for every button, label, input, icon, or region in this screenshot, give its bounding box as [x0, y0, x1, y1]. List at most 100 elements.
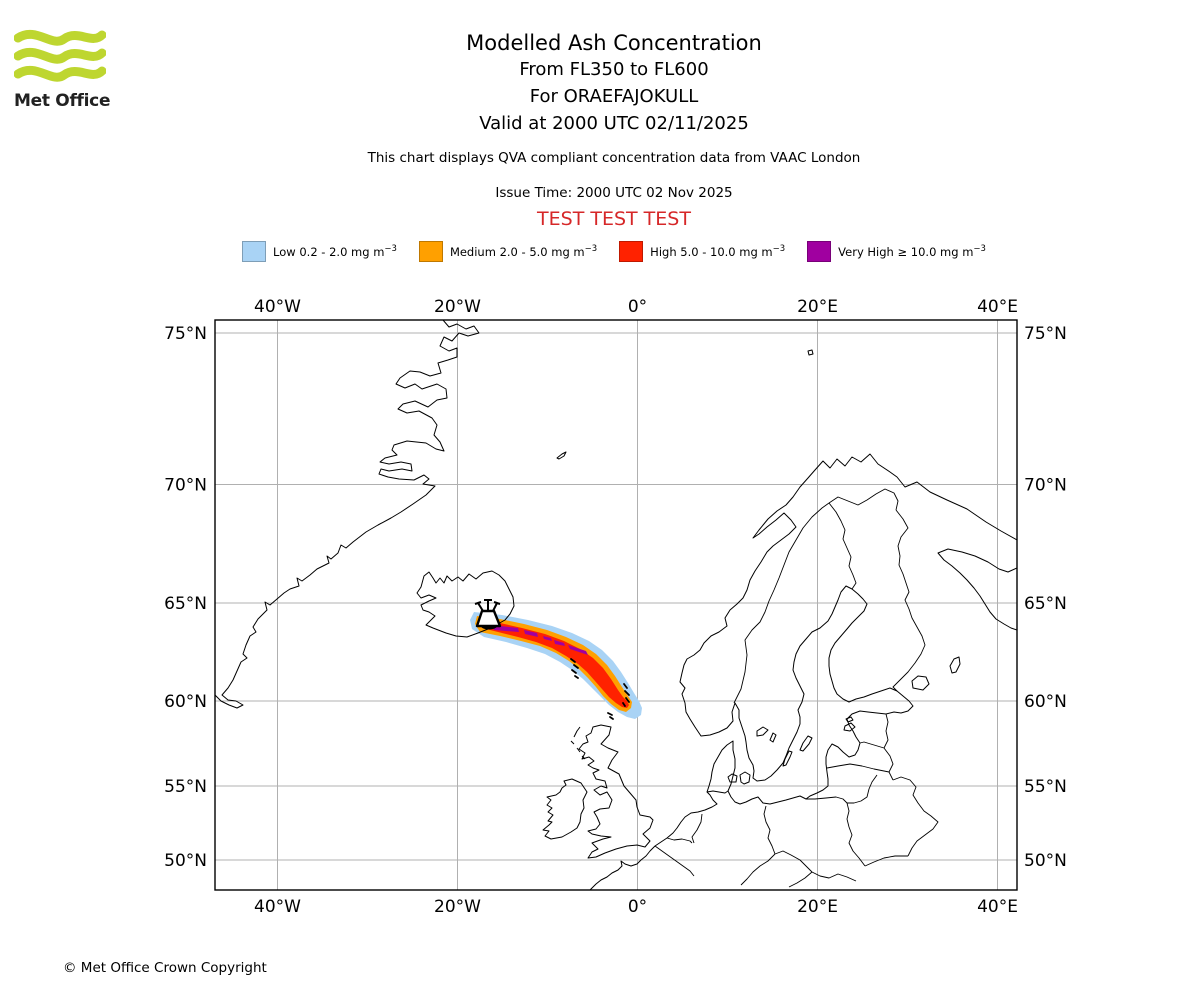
graticule-grid: [215, 320, 1017, 890]
coastline-white-sea: [937, 548, 1017, 631]
oland-island: [782, 750, 793, 767]
legend-label-high: High 5.0 - 10.0 mg m−3: [650, 244, 786, 259]
legend-label-low: Low 0.2 - 2.0 mg m−3: [273, 244, 397, 259]
ash-plume: [470, 612, 642, 719]
plume-overlaid-islands: [570, 658, 630, 720]
title-block: Modelled Ash Concentration From FL350 to…: [214, 30, 1014, 230]
saaremaa-island: [843, 716, 856, 732]
subtitle-volcano: For ORAEFAJOKULL: [529, 86, 699, 107]
lake-onega: [949, 656, 961, 674]
lon-label-bottom-40e: 40°E: [977, 897, 1018, 917]
border-norway-finland: [828, 488, 899, 511]
border-germany-netherlands: [691, 813, 703, 844]
jan-mayen-island: [556, 451, 567, 460]
lake-vattern: [769, 732, 777, 743]
lat-label-left-65n: 65°N: [164, 594, 207, 614]
border-poland-belarus: [846, 802, 866, 867]
gotland-island: [799, 735, 813, 752]
lon-label-bottom-0: 0°: [628, 897, 647, 917]
legend-label-medium: Medium 2.0 - 5.0 mg m−3: [449, 244, 598, 259]
legend-item-low: Low 0.2 - 2.0 mg m−3: [242, 241, 397, 262]
legend: Low 0.2 - 2.0 mg m−3 Medium 2.0 - 5.0 mg…: [214, 241, 1014, 262]
coastline-iceland: [416, 570, 515, 638]
border-latvia-lithuania: [826, 763, 890, 773]
coastline-mainland-europe: [589, 453, 1017, 890]
lon-label-top-40e: 40°E: [977, 297, 1018, 317]
subtitle-valid-time: Valid at 2000 UTC 02/11/2025: [479, 113, 749, 134]
lon-label-bottom-20e: 20°E: [797, 897, 838, 917]
logo-text: Met Office: [14, 91, 111, 111]
coastline-ireland: [542, 778, 588, 840]
border-estonia-russia: [883, 713, 889, 749]
coastline-uk: [578, 724, 654, 859]
legend-swatch-high: [619, 241, 644, 262]
issue-time: Issue Time: 2000 UTC 02 Nov 2025: [495, 185, 733, 201]
lat-label-right-65n: 65°N: [1024, 594, 1067, 614]
lon-label-bottom-40w: 40°W: [254, 897, 301, 917]
subtitle-flight-levels: From FL350 to FL600: [519, 59, 709, 80]
coastline-greenland: [215, 320, 480, 709]
lat-label-left-75n: 75°N: [164, 324, 207, 344]
border-poland-czech: [774, 850, 813, 873]
border-netherlands-belgium: [666, 837, 693, 844]
lon-label-bottom-20w: 20°W: [434, 897, 481, 917]
lat-label-left-60n: 60°N: [164, 692, 207, 712]
legend-label-very-high: Very High ≥ 10.0 mg m−3: [838, 244, 986, 259]
lat-label-left-55n: 55°N: [164, 777, 207, 797]
chart-info-line: This chart displays QVA compliant concen…: [367, 150, 861, 166]
lat-label-right-75n: 75°N: [1024, 324, 1067, 344]
legend-item-medium: Medium 2.0 - 5.0 mg m−3: [418, 241, 598, 262]
border-kaliningrad: [806, 796, 848, 804]
lake-vanern: [756, 726, 769, 737]
axis-labels: 40°W 20°W 0° 20°E 40°E 40°W 20°W 0° 20°E…: [164, 297, 1067, 917]
lat-label-right-50n: 50°N: [1024, 851, 1067, 871]
lat-label-right-55n: 55°N: [1024, 777, 1067, 797]
lon-label-top-0: 0°: [628, 297, 647, 317]
border-norway-sweden: [733, 502, 830, 704]
lat-label-right-70n: 70°N: [1024, 476, 1067, 496]
lon-label-top-20e: 20°E: [797, 297, 838, 317]
border-france-belgium: [654, 845, 695, 877]
legend-swatch-low: [242, 241, 267, 262]
hebrides-islands: [570, 726, 586, 760]
legend-swatch-medium: [418, 241, 443, 262]
legend-item-high: High 5.0 - 10.0 mg m−3: [619, 241, 785, 262]
ash-plume-very-high: [492, 625, 588, 655]
legend-swatch-very-high: [807, 241, 832, 262]
country-borders: [654, 488, 939, 888]
map-frame: [214, 319, 1018, 891]
border-ukraine-belarus: [864, 855, 908, 867]
border-czech-germany: [740, 853, 776, 886]
zealand-island: [739, 771, 751, 785]
coastlines: [215, 320, 1017, 890]
copyright: © Met Office Crown Copyright: [63, 960, 267, 976]
orkney-islands: [607, 712, 614, 720]
border-latvia-russia: [883, 747, 894, 781]
border-denmark-germany: [706, 790, 729, 794]
logo-waves-icon: [13, 29, 107, 82]
lat-label-right-60n: 60°N: [1024, 692, 1067, 712]
bear-island: [807, 349, 814, 356]
shetland-islands: [622, 683, 630, 707]
border-sweden-finland: [828, 502, 857, 590]
funen-island: [727, 773, 738, 783]
met-office-logo: Met Office: [13, 26, 124, 111]
page-title: Modelled Ash Concentration: [466, 31, 762, 55]
lake-ladoga: [911, 675, 930, 691]
border-belarus-russia: [892, 776, 939, 857]
border-lithuania-belarus: [847, 774, 878, 804]
faroe-islands: [570, 658, 579, 679]
legend-item-very-high: Very High ≥ 10.0 mg m−3: [807, 241, 986, 262]
test-banner: TEST TEST TEST: [537, 208, 691, 230]
border-finland-russia: [892, 509, 926, 692]
lat-label-left-70n: 70°N: [164, 476, 207, 496]
border-czech-austria: [788, 871, 857, 888]
lat-label-left-50n: 50°N: [164, 851, 207, 871]
volcano-icon: [474, 599, 502, 630]
lon-label-top-20w: 20°W: [434, 297, 481, 317]
border-estonia-latvia: [859, 741, 885, 749]
border-poland-germany: [763, 805, 776, 855]
lon-label-top-40w: 40°W: [254, 297, 301, 317]
